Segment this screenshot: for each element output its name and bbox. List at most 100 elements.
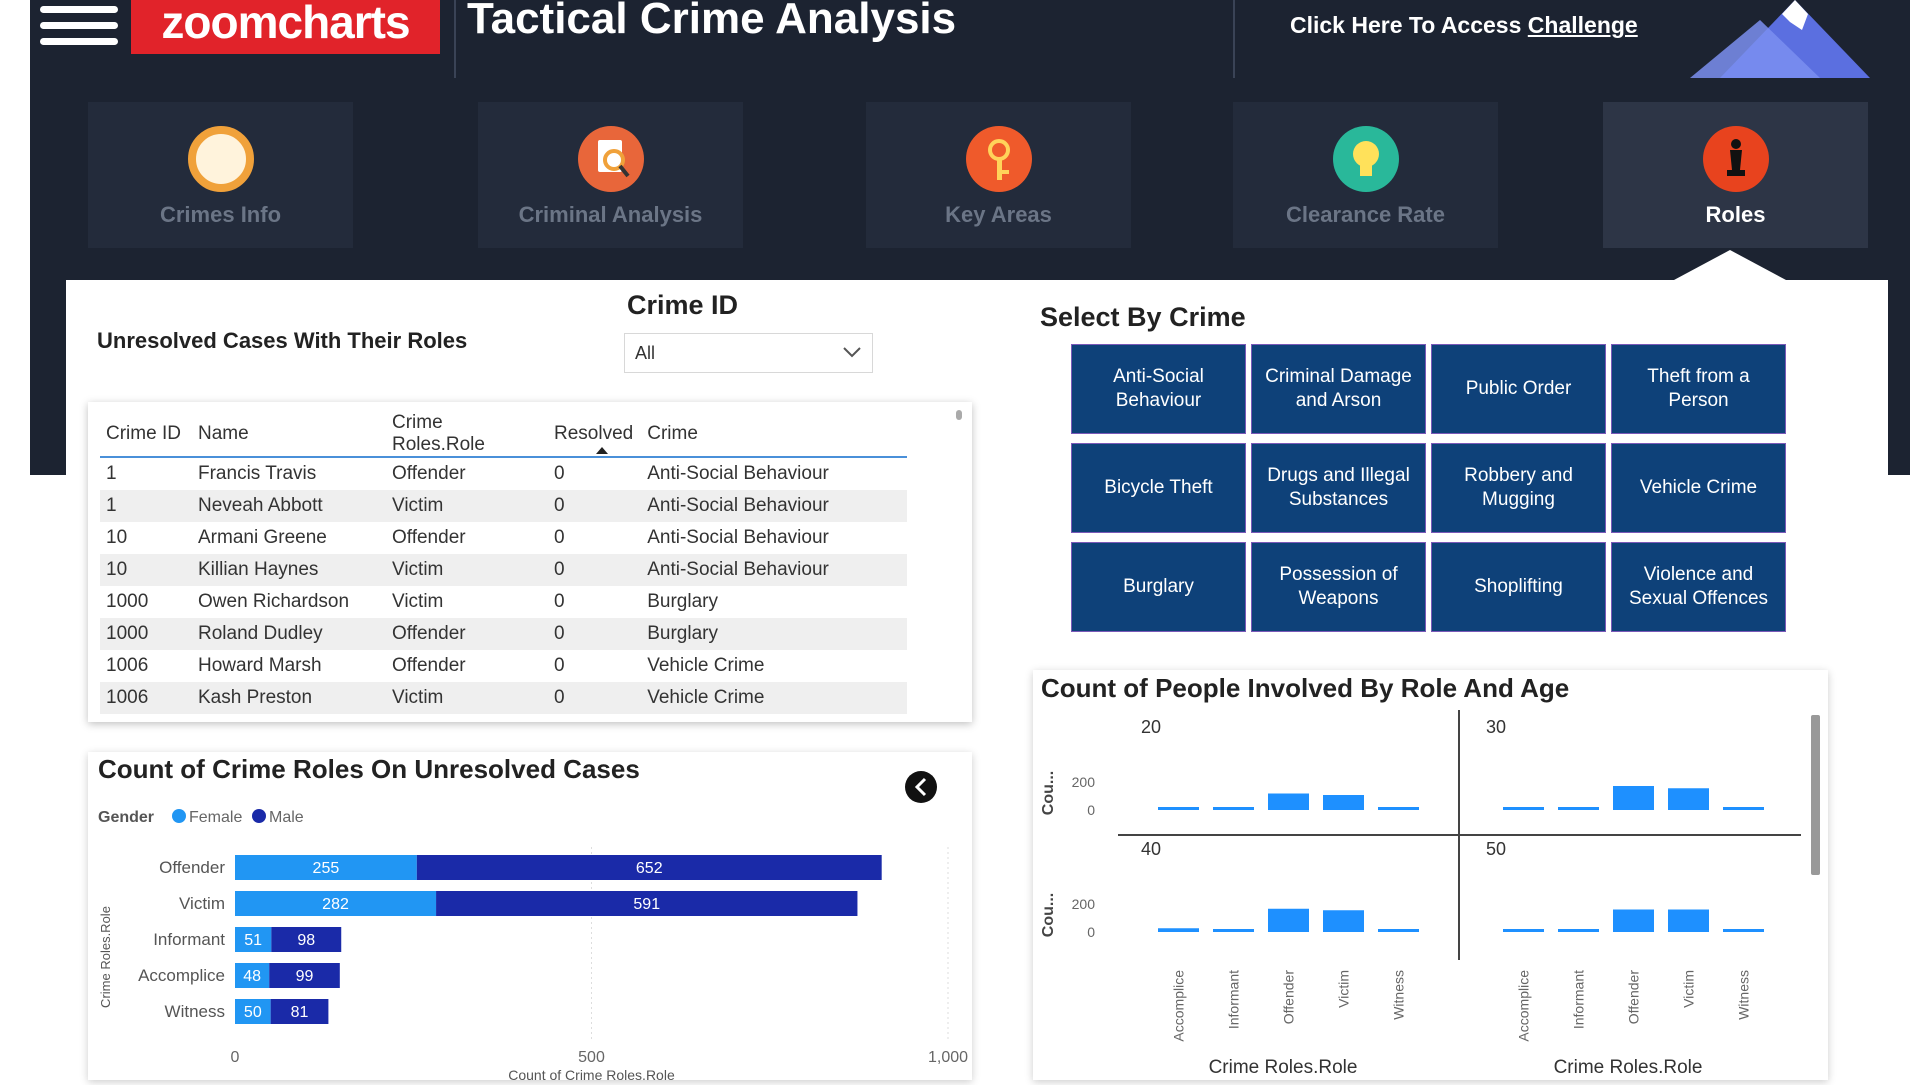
x-tick-label: Offender bbox=[1281, 970, 1297, 1025]
bar[interactable] bbox=[1723, 929, 1764, 932]
bar-male[interactable] bbox=[416, 855, 882, 880]
bar[interactable] bbox=[1213, 929, 1254, 932]
table-row[interactable]: 1006 Kash Preston Victim 0 Vehicle Crime bbox=[100, 682, 908, 714]
bar[interactable] bbox=[1613, 786, 1654, 810]
crime-filter-label-line: Mugging bbox=[1482, 489, 1555, 510]
bar[interactable] bbox=[1723, 807, 1764, 810]
crime-filter-label-line: Criminal Damage bbox=[1265, 366, 1412, 387]
table-row[interactable]: 1 Neveah Abbott Victim 0 Anti-Social Behavio… bbox=[100, 490, 908, 522]
table-scrollbar[interactable] bbox=[956, 410, 962, 420]
table-cell: Vehicle Crime bbox=[647, 655, 765, 676]
y-axis-label: Crime Roles.Role bbox=[98, 906, 113, 1008]
bar[interactable] bbox=[1378, 807, 1419, 810]
crime-filter-button[interactable]: Anti-Social Behaviour bbox=[1071, 344, 1246, 434]
bar[interactable] bbox=[1268, 908, 1309, 932]
crime-filter-label-line: and Arson bbox=[1295, 390, 1382, 411]
back-arrow-icon[interactable] bbox=[905, 771, 937, 803]
crime-filter-button[interactable]: Bicycle Theft bbox=[1071, 443, 1246, 533]
bar-female[interactable] bbox=[235, 999, 271, 1024]
bar-value-label: 51 bbox=[244, 932, 262, 949]
bar[interactable] bbox=[1668, 909, 1709, 933]
column-header-crime[interactable]: Crime bbox=[641, 412, 908, 458]
column-header-crime-id[interactable]: Crime ID bbox=[100, 412, 192, 458]
bar-value-label: 591 bbox=[633, 896, 660, 913]
challenge-link-text[interactable]: Challenge bbox=[1527, 12, 1638, 38]
bar-female[interactable] bbox=[235, 963, 270, 988]
table-row[interactable]: 10 Killian Haynes Victim 0 Anti-Social Behav… bbox=[100, 554, 908, 586]
x-tick-label: Informant bbox=[1226, 970, 1242, 1029]
table-cell: Anti-Social Behaviour bbox=[641, 554, 908, 586]
nav-tab-crimes-info[interactable]: Crimes Info bbox=[88, 102, 353, 248]
table-cell: 0 bbox=[554, 591, 565, 612]
table-row[interactable]: 10 Armani Greene Offender 0 Anti-Social Beha… bbox=[100, 522, 907, 554]
table-row[interactable]: 1000 Roland Dudley Offender 0 Burglary bbox=[100, 618, 908, 650]
table-cell: 10 bbox=[100, 554, 192, 586]
bar-male[interactable] bbox=[270, 999, 329, 1024]
bar-male[interactable] bbox=[271, 927, 342, 952]
crime-filter-button[interactable]: Public Order bbox=[1431, 344, 1606, 434]
bar[interactable] bbox=[1158, 807, 1199, 810]
bar[interactable] bbox=[1668, 788, 1709, 810]
table-row[interactable]: 1000 Owen Richardson Victim 0 Burglary bbox=[100, 586, 907, 618]
table-row[interactable]: 1 Francis Travis Offender 0 Anti-Social Beha… bbox=[100, 457, 907, 490]
column-header-role[interactable]: Crime Roles.Role bbox=[386, 412, 548, 458]
bar[interactable] bbox=[1503, 929, 1544, 932]
nav-tab-key-areas[interactable]: Key Areas bbox=[866, 102, 1131, 248]
zoomcharts-logo[interactable]: zoomcharts bbox=[131, 0, 440, 54]
table-cell: 1 bbox=[106, 463, 117, 484]
nav-tab-clearance-rate[interactable]: Clearance Rate bbox=[1233, 102, 1498, 248]
crime-id-dropdown[interactable]: All bbox=[624, 333, 873, 373]
table-row[interactable]: 1006 Howard Marsh Offender 0 Vehicle Crime bbox=[100, 650, 907, 682]
crime-filter-button[interactable]: Shoplifting bbox=[1431, 542, 1606, 632]
bar-male[interactable] bbox=[436, 891, 858, 916]
nav-label: Criminal Analysis bbox=[518, 202, 703, 227]
bar[interactable] bbox=[1503, 807, 1544, 810]
active-tab-pointer bbox=[1674, 250, 1786, 280]
bar[interactable] bbox=[1213, 807, 1254, 810]
table-cell: 0 bbox=[548, 490, 642, 522]
hamburger-menu-icon[interactable] bbox=[40, 6, 118, 45]
bar[interactable] bbox=[1268, 793, 1309, 811]
bar-male[interactable] bbox=[269, 963, 340, 988]
table-cell: Kash Preston bbox=[192, 682, 386, 714]
bar-female[interactable] bbox=[235, 927, 272, 952]
legend-swatch-female bbox=[172, 809, 186, 823]
column-header-name[interactable]: Name bbox=[192, 412, 386, 458]
crime-filter-button[interactable]: Burglary bbox=[1071, 542, 1246, 632]
bar[interactable] bbox=[1613, 909, 1654, 933]
table-cell: Anti-Social Behaviour bbox=[647, 527, 829, 548]
bar[interactable] bbox=[1323, 795, 1364, 810]
crime-filter-button[interactable]: Criminal Damage and Arson bbox=[1251, 344, 1426, 434]
table-cell: Offender bbox=[392, 655, 466, 676]
crime-filter-button[interactable]: Theft from a Person bbox=[1611, 344, 1786, 434]
nav-label: Key Areas bbox=[945, 202, 1052, 227]
table-cell: Burglary bbox=[647, 591, 718, 612]
bar[interactable] bbox=[1558, 929, 1599, 932]
bar[interactable] bbox=[1158, 928, 1199, 932]
nav-tab-criminal-analysis[interactable]: Criminal Analysis bbox=[478, 102, 743, 248]
crime-filter-label-line: Vehicle Crime bbox=[1639, 477, 1758, 498]
crime-id-filter-title: Crime ID bbox=[627, 290, 739, 320]
chart-scrollbar[interactable] bbox=[1811, 715, 1820, 875]
bar-female[interactable] bbox=[235, 891, 437, 916]
bar[interactable] bbox=[1558, 807, 1599, 810]
category-label: Witness bbox=[165, 1002, 225, 1021]
nav-tab-roles[interactable]: Roles bbox=[1603, 102, 1868, 248]
crime-filter-label: Public Order bbox=[1466, 377, 1572, 401]
challenge-link[interactable]: Click Here To Access Challenge bbox=[1290, 12, 1638, 39]
legend-label-male: Male bbox=[269, 809, 304, 826]
crime-filter-button[interactable]: Possession of Weapons bbox=[1251, 542, 1426, 632]
bar-female[interactable] bbox=[235, 855, 417, 880]
crime-button-grid: Anti-Social Behaviour Criminal Damage and A… bbox=[1071, 344, 1786, 632]
column-header-resolved[interactable]: Resolved bbox=[548, 412, 642, 458]
crime-filter-button[interactable]: Robbery and Mugging bbox=[1431, 443, 1606, 533]
crime-filter-button[interactable]: Vehicle Crime bbox=[1611, 443, 1786, 533]
bar[interactable] bbox=[1323, 910, 1364, 932]
bar[interactable] bbox=[1378, 929, 1419, 932]
crime-filter-label-line: Drugs and Illegal bbox=[1267, 465, 1410, 486]
crime-filter-button[interactable]: Drugs and Illegal Substances bbox=[1251, 443, 1426, 533]
table-cell: 1 bbox=[100, 490, 192, 522]
crime-roles-chart-card: Count of Crime Roles On Unresolved Cases… bbox=[88, 752, 972, 1083]
crime-filter-button[interactable]: Violence and Sexual Offences bbox=[1611, 542, 1786, 632]
panel-label: 50 bbox=[1486, 839, 1506, 859]
